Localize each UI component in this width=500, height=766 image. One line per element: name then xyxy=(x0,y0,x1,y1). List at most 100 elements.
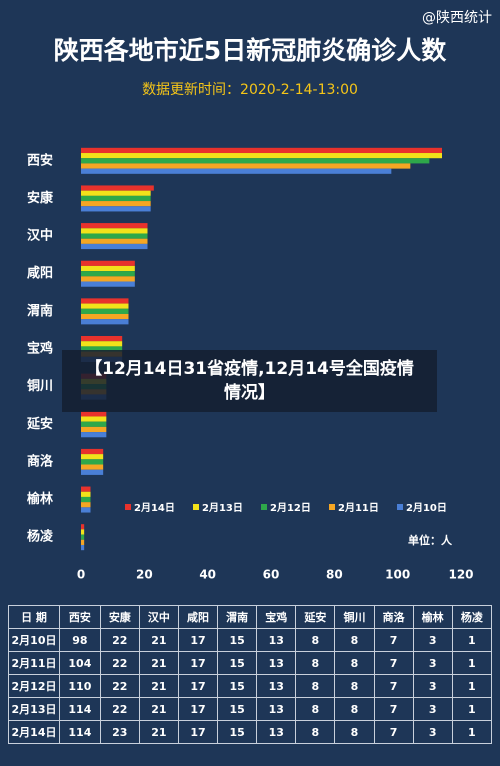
bar xyxy=(81,534,85,540)
table-cell: 2月13日 xyxy=(8,697,60,721)
table-cell: 22 xyxy=(99,697,140,721)
bar xyxy=(81,341,123,347)
bar xyxy=(81,524,85,530)
bar xyxy=(81,260,135,266)
table-cell: 渭南 xyxy=(217,605,258,629)
x-tick-label: 0 xyxy=(77,568,85,582)
legend-label: 2月14日 xyxy=(134,502,175,514)
table-row: 2月12日 110 22 21 17 15 13 8 8 7 3 1 xyxy=(8,674,493,698)
table-cell: 21 xyxy=(138,651,179,675)
bar xyxy=(81,507,91,513)
legend-label: 2月12日 xyxy=(270,502,311,514)
table-cell: 8 xyxy=(295,697,336,721)
bar xyxy=(81,411,107,417)
table-cell: 13 xyxy=(256,628,297,652)
table-cell: 8 xyxy=(334,720,375,744)
table-cell: 8 xyxy=(295,651,336,675)
legend-swatch xyxy=(397,504,403,510)
table-cell: 7 xyxy=(373,720,414,744)
table-cell: 2月14日 xyxy=(8,720,60,744)
table-cell: 7 xyxy=(373,697,414,721)
table-cell: 商洛 xyxy=(373,605,414,629)
table-cell: 114 xyxy=(59,720,101,744)
table-cell: 咸阳 xyxy=(177,605,219,629)
table-cell: 2月11日 xyxy=(8,651,60,675)
y-tick-label: 汉中 xyxy=(27,228,53,244)
table-row: 2月13日 114 22 21 17 15 13 8 8 7 3 1 xyxy=(8,697,493,721)
table-cell: 安康 xyxy=(99,605,140,629)
table-cell: 114 xyxy=(59,697,101,721)
table-cell: 7 xyxy=(373,651,414,675)
bar xyxy=(81,147,442,154)
bar xyxy=(81,459,104,465)
table-cell: 98 xyxy=(59,628,101,652)
bar xyxy=(81,319,129,325)
table-cell: 17 xyxy=(177,628,219,652)
legend-label: 2月10日 xyxy=(406,502,447,514)
bar xyxy=(81,158,430,164)
y-tick-label: 渭南 xyxy=(27,303,53,319)
watermark: @陕西统计 xyxy=(422,10,492,26)
bar xyxy=(81,336,123,342)
chart: @陕西统计 陕西各地市近5日新冠肺炎确诊人数 数据更新时间：2020-2-14-… xyxy=(26,10,492,582)
x-tick-label: 60 xyxy=(263,568,280,582)
bar xyxy=(81,185,154,191)
y-tick-label: 杨凌 xyxy=(27,529,54,545)
table-cell: 17 xyxy=(177,674,219,698)
table-cell: 杨凌 xyxy=(451,605,493,629)
table-cell: 8 xyxy=(334,651,375,675)
bar xyxy=(81,448,104,455)
y-tick-label: 咸阳 xyxy=(27,265,53,281)
table-row: 2月10日 98 22 21 17 15 13 8 8 7 3 1 xyxy=(8,628,493,652)
bar xyxy=(81,496,91,503)
table-cell: 15 xyxy=(217,651,258,675)
x-tick-label: 40 xyxy=(199,568,216,582)
y-tick-label: 铜川 xyxy=(26,378,53,394)
legend-label: 2月13日 xyxy=(202,502,243,514)
legend-swatch xyxy=(329,504,335,510)
table-cell: 1 xyxy=(451,651,493,675)
y-tick-label: 西安 xyxy=(27,152,53,168)
bar xyxy=(81,432,107,438)
table-cell: 7 xyxy=(373,674,414,698)
table-cell: 8 xyxy=(334,628,375,652)
table-cell: 3 xyxy=(412,720,453,744)
bar xyxy=(81,233,148,239)
table-cell: 110 xyxy=(59,674,101,698)
bar xyxy=(81,228,148,234)
table-cell: 15 xyxy=(217,697,258,721)
table-cell: 宝鸡 xyxy=(256,605,297,629)
legend-label: 2月11日 xyxy=(338,502,379,514)
table-cell: 21 xyxy=(138,697,179,721)
x-tick-label: 120 xyxy=(448,568,473,582)
table-cell: 1 xyxy=(451,628,493,652)
bar xyxy=(81,206,151,212)
x-tick-label: 80 xyxy=(326,568,343,582)
table-cell: 西安 xyxy=(59,605,101,629)
table-cell: 8 xyxy=(334,674,375,698)
table-cell: 22 xyxy=(99,651,140,675)
bar xyxy=(81,539,85,545)
bar xyxy=(81,298,129,304)
table-cell: 延安 xyxy=(295,605,336,629)
bar xyxy=(81,153,442,159)
legend-swatch xyxy=(193,504,199,510)
table-cell: 23 xyxy=(99,720,140,744)
chart-subtitle: 数据更新时间：2020-2-14-13:00 xyxy=(142,82,358,98)
table-cell: 3 xyxy=(412,628,453,652)
bar xyxy=(81,529,85,535)
table-cell: 17 xyxy=(177,720,219,744)
table-cell: 17 xyxy=(177,697,219,721)
bar xyxy=(81,346,123,352)
unit-label: 单位：人 xyxy=(408,533,453,547)
bar xyxy=(81,168,392,174)
table-cell: 1 xyxy=(451,674,493,698)
y-tick-label: 延安 xyxy=(26,416,53,432)
table-cell: 7 xyxy=(373,628,414,652)
table-cell: 3 xyxy=(412,674,453,698)
bar xyxy=(81,469,104,475)
table-cell: 日 期 xyxy=(8,605,60,629)
table-cell: 8 xyxy=(295,674,336,698)
legend-swatch xyxy=(125,504,131,510)
